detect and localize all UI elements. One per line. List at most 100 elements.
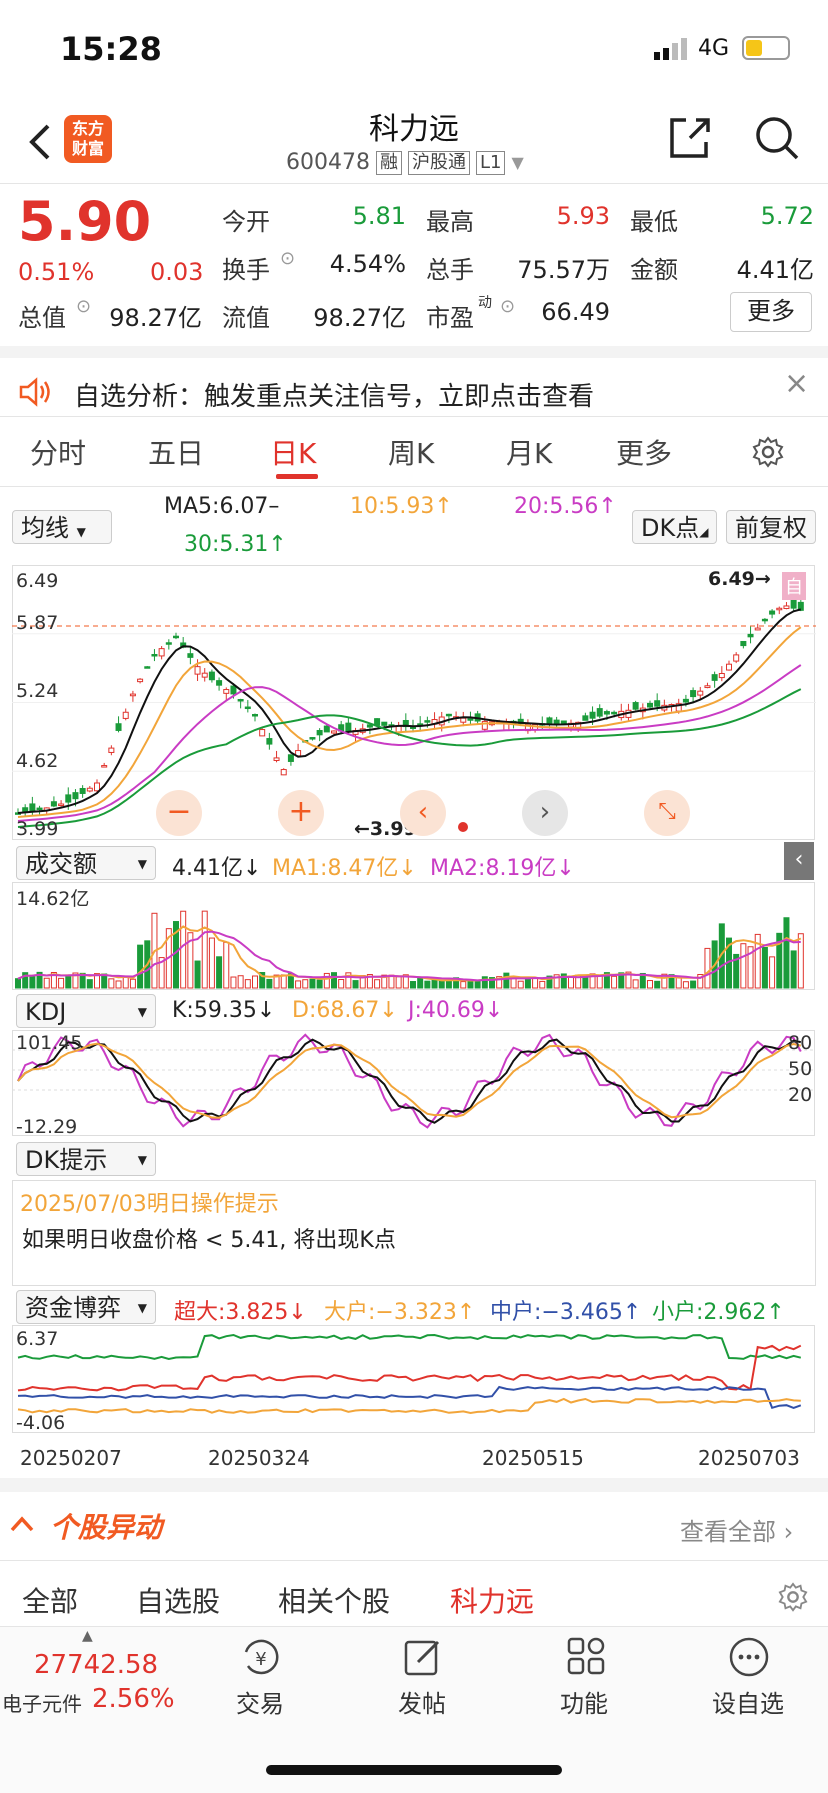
candle bbox=[632, 702, 639, 710]
volume-selector[interactable]: 成交额 ▼ bbox=[16, 846, 156, 880]
settings-icon[interactable] bbox=[778, 1582, 808, 1612]
volume-bar bbox=[797, 933, 804, 989]
low-label: 最低 bbox=[630, 208, 678, 236]
open-label: 今开 bbox=[222, 208, 270, 236]
zoom-out-button[interactable]: − bbox=[156, 790, 202, 836]
change-percent: 0.51% bbox=[18, 258, 95, 286]
kline-chart[interactable] bbox=[12, 565, 816, 840]
kdj-bottom: -12.29 bbox=[16, 1116, 78, 1138]
volume-bar bbox=[309, 978, 316, 989]
volume-bar bbox=[273, 974, 280, 989]
volume-bar bbox=[381, 974, 388, 989]
chevron-up-icon[interactable] bbox=[10, 1514, 34, 1534]
more-button[interactable]: 更多 bbox=[730, 292, 812, 332]
candle bbox=[726, 663, 732, 671]
volume-bar bbox=[43, 977, 50, 989]
candle bbox=[122, 711, 129, 719]
volume-bar bbox=[704, 947, 711, 989]
dk-selector[interactable]: DK提示 ▼ bbox=[16, 1142, 156, 1176]
subtab-watchlist[interactable]: 自选股 bbox=[136, 1585, 221, 1618]
caret-up-icon: ▲ bbox=[82, 1628, 93, 1644]
candle bbox=[682, 698, 689, 703]
candle bbox=[223, 689, 230, 694]
candle bbox=[187, 653, 194, 658]
tab-underline bbox=[276, 474, 318, 479]
self-select-badge[interactable]: 自 bbox=[782, 572, 806, 600]
pan-right-button[interactable]: › bbox=[522, 790, 568, 836]
tab-five-day[interactable]: 五日 bbox=[148, 437, 205, 470]
kdj-top: 101.45 bbox=[16, 1032, 83, 1054]
candle bbox=[266, 738, 273, 745]
pan-left-button[interactable]: ‹ bbox=[400, 790, 446, 836]
add-watchlist-icon[interactable] bbox=[728, 1636, 770, 1678]
vol-ma1: MA1:8.47亿↓ bbox=[272, 856, 417, 881]
kdj-selector[interactable]: KDJ ▼ bbox=[16, 994, 156, 1028]
share-icon[interactable] bbox=[666, 114, 712, 162]
chevron-down-icon[interactable]: ▼ bbox=[511, 153, 524, 172]
volume-bar bbox=[553, 974, 560, 989]
volume-bar bbox=[374, 979, 381, 989]
tab-daily-k[interactable]: 日K bbox=[270, 437, 317, 470]
post-icon[interactable] bbox=[402, 1636, 444, 1678]
candle bbox=[309, 737, 316, 740]
low-value: 5.72 bbox=[760, 202, 814, 230]
float-label: 流值 bbox=[222, 304, 270, 332]
candle bbox=[244, 706, 251, 710]
notice-text[interactable]: 自选分析：触发重点关注信号，立即点击查看 bbox=[74, 382, 595, 412]
stock-code-line[interactable]: 600478 融 沪股通 L1 ▼ bbox=[286, 150, 524, 175]
tab-weekly-k[interactable]: 周K bbox=[388, 437, 435, 470]
candle bbox=[323, 725, 330, 733]
status-time: 15:28 bbox=[60, 30, 162, 68]
fund-selector[interactable]: 资金博弈 ▼ bbox=[16, 1290, 156, 1324]
volume-bar bbox=[345, 972, 352, 989]
volume-bar bbox=[366, 974, 373, 989]
dk-point-button[interactable]: DK点◢ bbox=[632, 510, 718, 544]
bottom-nav bbox=[0, 1626, 828, 1793]
volume-bar bbox=[194, 960, 201, 989]
date-4: 20250703 bbox=[698, 1446, 800, 1470]
info-icon[interactable]: ⊙ bbox=[76, 296, 92, 317]
nav-post[interactable]: 发帖 bbox=[398, 1690, 446, 1718]
function-icon[interactable] bbox=[566, 1636, 606, 1676]
back-icon[interactable] bbox=[26, 122, 56, 162]
info-icon[interactable]: ⊙ bbox=[280, 248, 296, 269]
nav-trade[interactable]: 交易 bbox=[236, 1690, 284, 1718]
nav-add-watchlist[interactable]: 设自选 bbox=[712, 1690, 784, 1718]
ma30-line bbox=[17, 688, 802, 828]
volume-bar bbox=[460, 981, 467, 989]
tab-monthly-k[interactable]: 月K bbox=[506, 437, 553, 470]
search-icon[interactable] bbox=[754, 114, 800, 162]
candle bbox=[201, 672, 208, 678]
gear-icon[interactable] bbox=[752, 436, 784, 468]
zoom-in-button[interactable]: + bbox=[278, 790, 324, 836]
candle bbox=[611, 711, 618, 715]
tab-intraday[interactable]: 分时 bbox=[30, 437, 87, 470]
ma-selector[interactable]: 均线 ▼ bbox=[12, 510, 112, 544]
adjust-button[interactable]: 前复权 bbox=[726, 510, 816, 544]
tab-more[interactable]: 更多 bbox=[616, 437, 673, 470]
view-all-link[interactable]: 查看全部 › bbox=[680, 1518, 794, 1546]
volume-bar bbox=[230, 976, 237, 989]
volume-bar bbox=[201, 910, 208, 989]
candle bbox=[58, 803, 65, 807]
index-value[interactable]: 27742.58 bbox=[34, 1650, 159, 1680]
volume-bar bbox=[546, 975, 553, 989]
info-icon[interactable]: ⊙ bbox=[500, 296, 516, 317]
vol-ma2-line bbox=[17, 930, 801, 982]
volume-bar bbox=[338, 979, 345, 989]
subtab-all[interactable]: 全部 bbox=[22, 1585, 79, 1618]
vol-top-label: 14.62亿 bbox=[16, 888, 90, 910]
nav-function[interactable]: 功能 bbox=[560, 1690, 608, 1718]
collapse-panel-button[interactable]: ‹ bbox=[784, 842, 814, 880]
close-icon[interactable]: × bbox=[784, 366, 810, 401]
volume-bar bbox=[474, 980, 481, 989]
candle bbox=[783, 605, 790, 610]
kdj-20: 20 bbox=[788, 1084, 813, 1106]
subtab-stock[interactable]: 科力远 bbox=[450, 1585, 535, 1618]
ma5-legend: MA5:6.07– bbox=[164, 494, 280, 519]
candle bbox=[151, 654, 158, 657]
trade-icon[interactable]: ¥ bbox=[238, 1636, 284, 1678]
subtab-related[interactable]: 相关个股 bbox=[278, 1585, 391, 1618]
volume-bar bbox=[489, 977, 495, 989]
fullscreen-button[interactable]: ⤡ bbox=[644, 790, 690, 836]
